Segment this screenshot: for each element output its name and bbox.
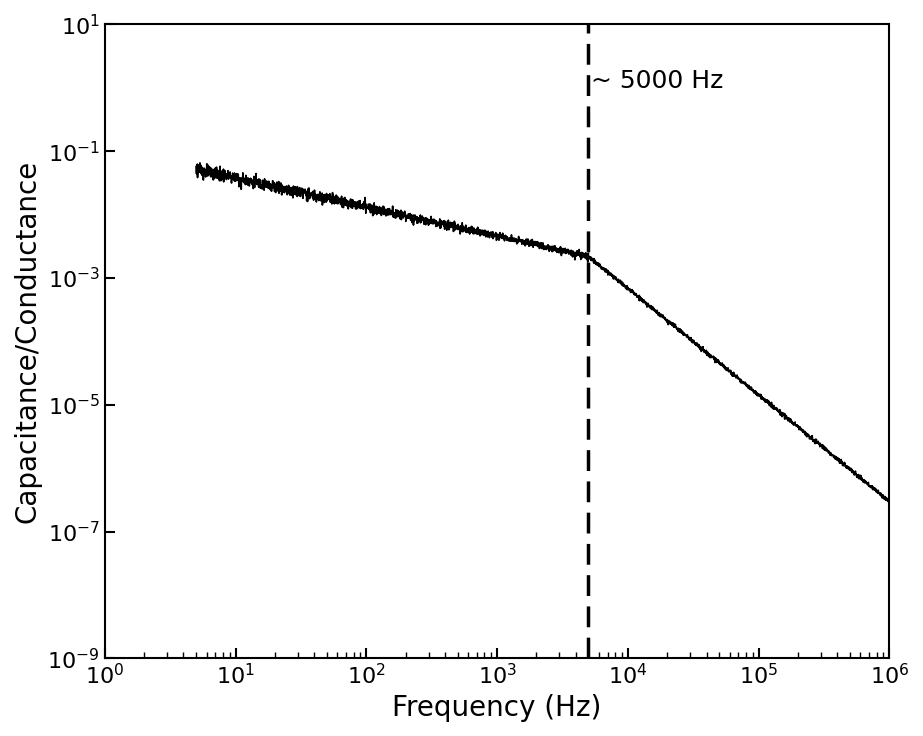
Text: ~ 5000 Hz: ~ 5000 Hz [592, 69, 724, 93]
X-axis label: Frequency (Hz): Frequency (Hz) [392, 694, 602, 722]
Y-axis label: Capacitance/Conductance: Capacitance/Conductance [14, 160, 42, 523]
